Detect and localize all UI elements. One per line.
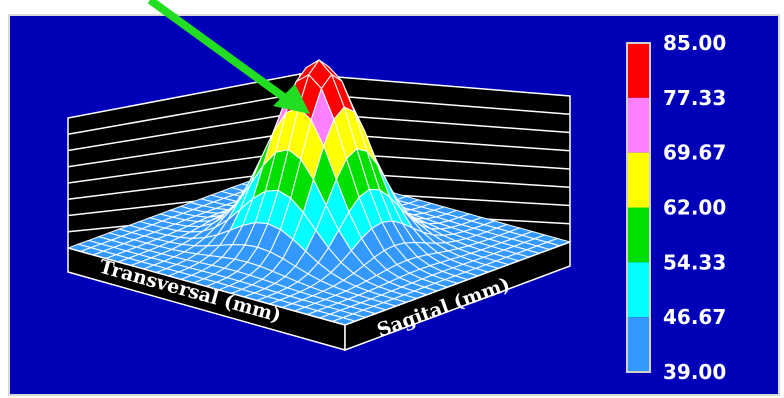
wall-gridline <box>67 131 301 168</box>
surface-mesh <box>66 59 572 326</box>
colorbar-band <box>627 97 650 153</box>
colorbar-tick-label: 69.67 <box>663 141 726 165</box>
colorbar-tick-label: 39.00 <box>663 360 726 384</box>
colorbar <box>626 42 651 373</box>
colorbar-tick-label: 85.00 <box>663 31 726 55</box>
colorbar-ticks: 85.00 77.33 69.67 62.00 54.33 46.67 39.00 <box>663 31 726 384</box>
colorbar-band <box>627 152 650 208</box>
wall-gridline <box>67 92 301 135</box>
wall-gridline <box>67 111 301 152</box>
colorbar-band <box>627 43 650 98</box>
colorbar-tick-label: 54.33 <box>663 250 726 274</box>
colorbar-tick-label: 62.00 <box>663 196 726 220</box>
base-right-face <box>344 240 571 352</box>
colorbar-band <box>627 207 650 263</box>
colorbar-band <box>627 317 650 372</box>
colorbar-tick-label: 46.67 <box>663 305 726 329</box>
colorbar-frame <box>626 42 651 373</box>
colorbar-band <box>627 262 650 318</box>
annotation-arrow <box>147 0 310 114</box>
colorbar-tick-label: 77.33 <box>663 86 726 110</box>
